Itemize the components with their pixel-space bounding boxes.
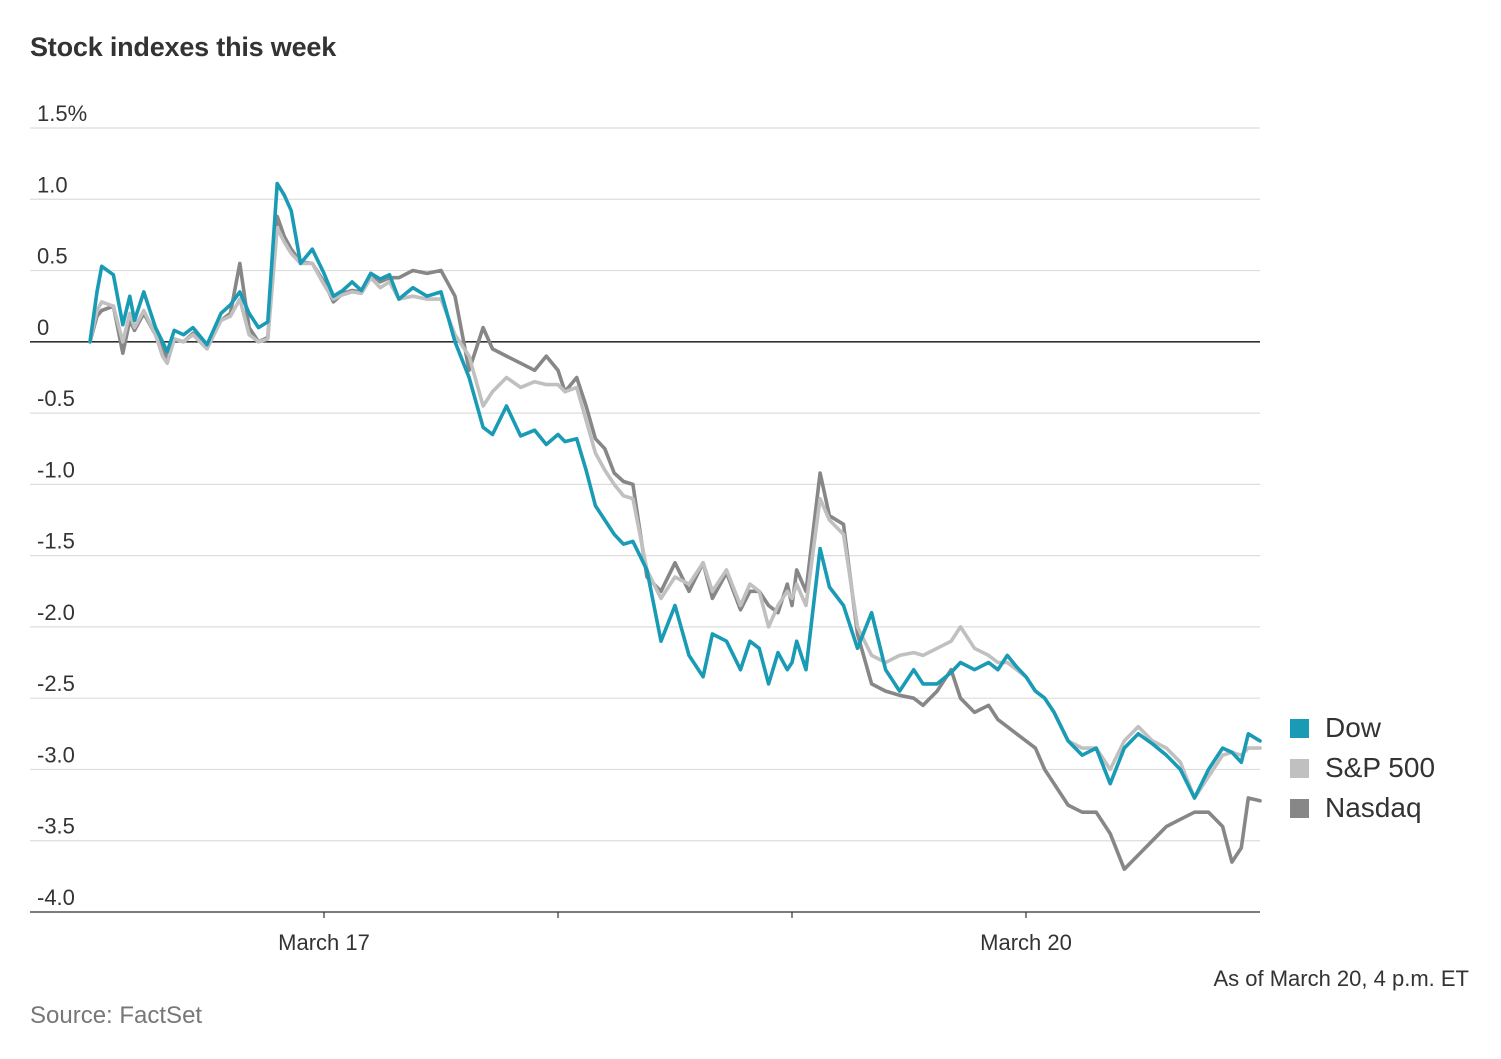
- x-axis: March 17 March 20: [30, 911, 1260, 955]
- x-tick-label: March 20: [980, 930, 1072, 955]
- legend-swatch-sp500: [1290, 758, 1309, 778]
- chart-title: Stock indexes this week: [30, 32, 337, 62]
- y-tick-label: 1.0: [37, 172, 68, 197]
- line-chart: 1.5% 1.0 0.5 0 -0.5 -1.0 -1.5 -2.0 -2.5 -3.0 -3.5 -…: [30, 101, 1262, 955]
- y-tick-label: -2.5: [37, 671, 75, 696]
- y-tick-label: 0: [37, 315, 49, 340]
- y-tick-label: -0.5: [37, 386, 75, 411]
- y-tick-label: 1.5%: [37, 101, 87, 126]
- legend-item-dow: Dow: [1290, 708, 1435, 748]
- series-line-sp500: [88, 226, 1262, 800]
- legend-item-nasdaq: Nasdaq: [1290, 788, 1435, 828]
- legend-label-sp500: S&P 500: [1325, 752, 1436, 783]
- legend-swatch-dow: [1290, 718, 1309, 738]
- y-tick-label: -1.5: [37, 529, 75, 554]
- y-tick-label: -2.0: [37, 600, 75, 625]
- legend-item-sp500: S&P 500: [1290, 748, 1435, 788]
- y-tick-label: 0.5: [37, 244, 68, 269]
- y-tick-label: -4.0: [37, 885, 75, 910]
- legend-label-dow: Dow: [1325, 712, 1382, 743]
- y-tick-label: -1.0: [37, 457, 75, 482]
- series-line-nasdaq: [88, 214, 1262, 871]
- y-tick-label: -3.0: [37, 742, 75, 767]
- series-lines: [88, 181, 1262, 871]
- y-tick-label: -3.5: [37, 814, 75, 839]
- legend: Dow S&P 500 Nasdaq: [1290, 708, 1435, 828]
- series-line-dow: [88, 181, 1262, 800]
- x-tick-label: March 17: [278, 930, 370, 955]
- as-of-note: As of March 20, 4 p.m. ET: [1213, 966, 1469, 991]
- legend-label-nasdaq: Nasdaq: [1325, 792, 1422, 823]
- y-axis-ticks: 1.5% 1.0 0.5 0 -0.5 -1.0 -1.5 -2.0 -2.5 -3.0 -3.5 -…: [37, 101, 87, 910]
- gridlines: [30, 127, 1260, 913]
- source-note: Source: FactSet: [30, 1002, 203, 1029]
- legend-swatch-nasdaq: [1290, 798, 1309, 818]
